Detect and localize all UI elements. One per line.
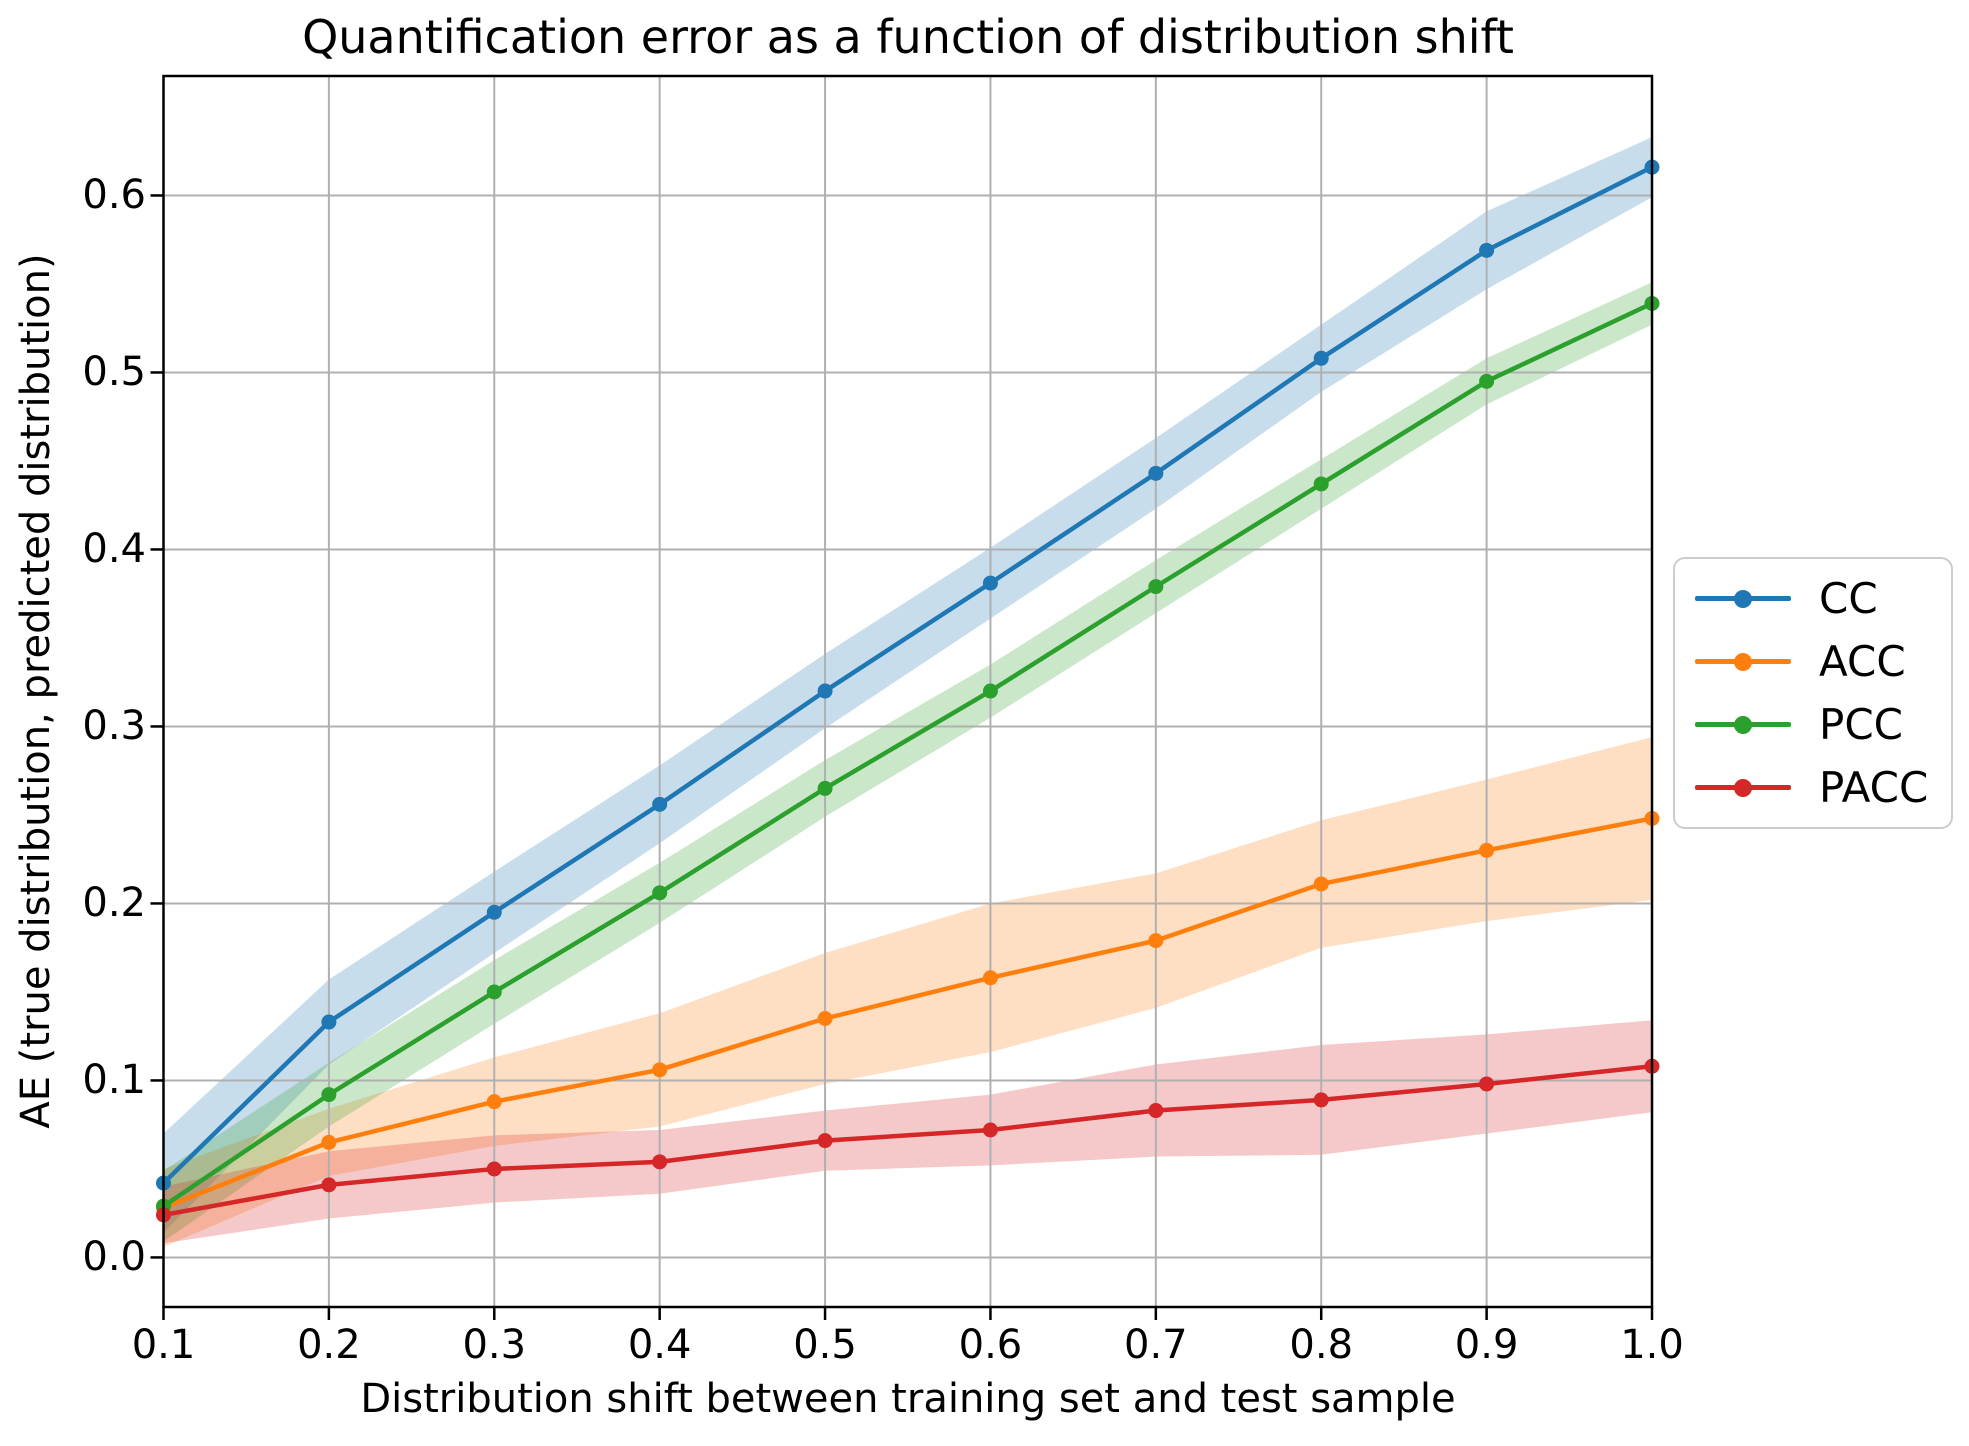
cc-marker <box>817 683 833 699</box>
y-tick-label: 0.0 <box>82 1234 146 1281</box>
x-tick-label: 0.5 <box>793 1322 857 1368</box>
x-tick-label: 0.8 <box>1289 1322 1354 1368</box>
acc-legend-marker-icon <box>1734 652 1752 671</box>
pacc-marker <box>1479 1076 1495 1092</box>
acc-marker <box>652 1062 668 1078</box>
acc-marker <box>1148 933 1164 949</box>
x-axis-label: Distribution shift between training set … <box>360 1376 1456 1422</box>
y-tick-label: 0.1 <box>82 1057 146 1104</box>
acc-line <box>161 816 1655 1211</box>
legend-entry-cc: CC <box>1695 573 1941 623</box>
pcc-marker <box>321 1087 337 1103</box>
pcc-legend-marker-icon <box>1734 715 1752 734</box>
pacc-marker <box>486 1161 502 1177</box>
acc-marker <box>321 1134 337 1150</box>
cc-marker <box>321 1014 337 1030</box>
pcc-marker <box>817 780 833 796</box>
cc-marker <box>982 575 998 591</box>
pcc-marker <box>982 683 998 699</box>
pcc-line <box>161 301 1655 1209</box>
pacc-marker <box>1313 1092 1329 1108</box>
x-tick-label: 0.4 <box>627 1322 692 1368</box>
y-tick-label: 0.4 <box>82 526 146 573</box>
x-tick-label: 0.3 <box>462 1322 527 1368</box>
y-tick-label: 0.2 <box>82 880 146 927</box>
acc-marker <box>982 970 998 986</box>
cc-line <box>161 164 1655 1186</box>
pacc-line <box>161 1064 1655 1218</box>
x-tick-label: 0.7 <box>1124 1322 1188 1368</box>
acc-marker <box>1479 842 1495 858</box>
pacc-confidence-band <box>163 1020 1652 1244</box>
legend-label-acc: ACC <box>1819 636 1906 686</box>
pcc-marker <box>1479 373 1495 389</box>
pacc-marker <box>817 1133 833 1149</box>
x-tick-label: 0.1 <box>131 1322 196 1368</box>
chart-title: Quantification error as a function of di… <box>302 10 1514 64</box>
cc-marker <box>1479 242 1495 258</box>
y-tick-label: 0.5 <box>82 349 146 396</box>
pacc-legend-line-swatch <box>1695 778 1791 797</box>
legend-label-pacc: PACC <box>1819 762 1929 812</box>
cc-confidence-band <box>163 137 1652 1233</box>
x-tick-label: 0.9 <box>1454 1322 1519 1368</box>
legend-label-pcc: PCC <box>1819 699 1903 749</box>
plot-border <box>162 74 1654 1309</box>
pacc-marker <box>1148 1103 1164 1119</box>
legend: CC ACC PCC PACC <box>1673 557 1953 829</box>
acc-marker <box>817 1010 833 1026</box>
pcc-marker <box>1148 579 1164 595</box>
pcc-confidence-band <box>163 282 1652 1242</box>
legend-entry-pacc: PACC <box>1695 762 1941 812</box>
cc-marker <box>652 796 668 812</box>
x-tick-label: 0.2 <box>297 1322 361 1368</box>
legend-entry-acc: ACC <box>1695 636 1941 686</box>
cc-legend-line-swatch <box>1695 589 1791 608</box>
pacc-legend-marker-icon <box>1734 778 1752 797</box>
pacc-marker <box>321 1177 337 1193</box>
pacc-marker <box>982 1122 998 1138</box>
cc-marker <box>486 904 502 920</box>
pcc-marker <box>486 984 502 1000</box>
pcc-marker <box>1313 476 1329 492</box>
acc-marker <box>1313 876 1329 892</box>
pcc-legend-line-swatch <box>1695 715 1791 734</box>
y-tick-label: 0.6 <box>82 172 146 219</box>
cc-marker <box>1148 465 1164 481</box>
acc-confidence-band <box>163 737 1652 1247</box>
acc-legend-line-swatch <box>1695 652 1791 671</box>
acc-marker <box>486 1094 502 1110</box>
pacc-marker <box>652 1154 668 1170</box>
cc-marker <box>1313 350 1329 366</box>
y-tick-label: 0.3 <box>82 703 146 750</box>
pcc-marker <box>652 885 668 901</box>
x-tick-label: 0.6 <box>958 1322 1023 1368</box>
legend-label-cc: CC <box>1819 573 1878 623</box>
x-tick-label: 1.0 <box>1620 1322 1684 1368</box>
cc-legend-marker-icon <box>1734 589 1752 608</box>
legend-entry-pcc: PCC <box>1695 699 1941 749</box>
